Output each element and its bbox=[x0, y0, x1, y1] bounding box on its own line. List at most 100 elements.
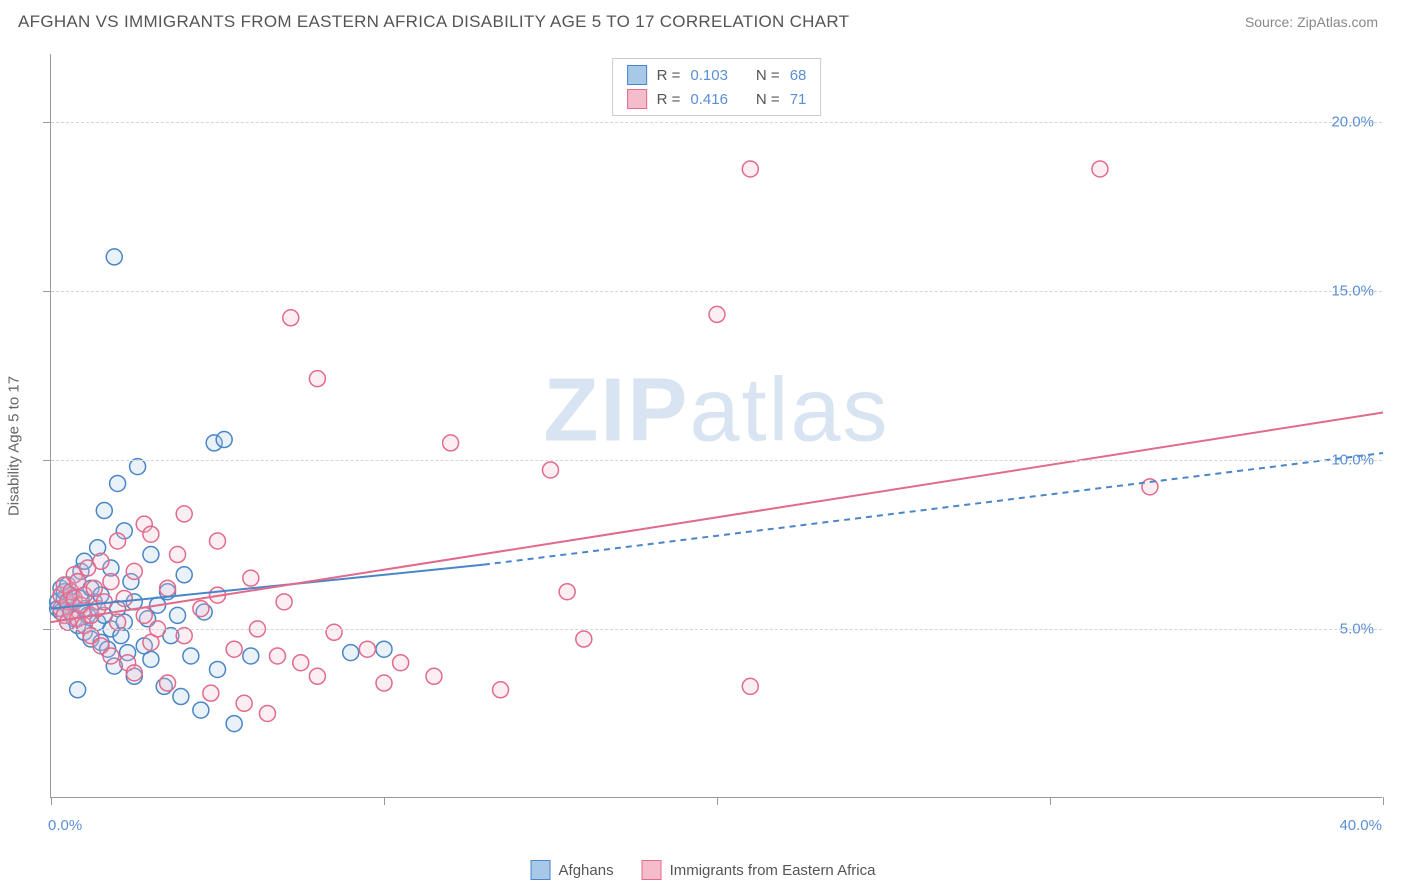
legend-item-afghans: Afghans bbox=[531, 860, 614, 880]
gridline bbox=[51, 629, 1382, 630]
legend-swatch-blue-2 bbox=[531, 860, 551, 880]
x-max-label: 40.0% bbox=[1339, 817, 1382, 834]
data-point bbox=[103, 648, 119, 664]
data-point bbox=[243, 570, 259, 586]
data-point bbox=[543, 462, 559, 478]
data-point bbox=[106, 249, 122, 265]
y-tick-label: 5.0% bbox=[1340, 620, 1374, 637]
data-point bbox=[576, 631, 592, 647]
n-label-2: N = bbox=[756, 91, 780, 108]
data-point bbox=[203, 685, 219, 701]
data-point bbox=[193, 702, 209, 718]
x-tick bbox=[384, 797, 385, 805]
data-point bbox=[110, 475, 126, 491]
data-point bbox=[309, 371, 325, 387]
n-label-1: N = bbox=[756, 67, 780, 84]
data-point bbox=[216, 432, 232, 448]
x-tick bbox=[1383, 797, 1384, 805]
data-point bbox=[126, 665, 142, 681]
y-tick-label: 10.0% bbox=[1331, 451, 1374, 468]
data-point bbox=[176, 567, 192, 583]
legend-stats-row-1: R = 0.103 N = 68 bbox=[627, 63, 807, 87]
x-tick bbox=[1050, 797, 1051, 805]
r-label-1: R = bbox=[657, 67, 681, 84]
data-point bbox=[116, 590, 132, 606]
data-point bbox=[126, 563, 142, 579]
data-point bbox=[176, 506, 192, 522]
data-point bbox=[426, 668, 442, 684]
legend-stats-row-2: R = 0.416 N = 71 bbox=[627, 87, 807, 111]
data-point bbox=[193, 601, 209, 617]
data-point bbox=[259, 705, 275, 721]
data-point bbox=[376, 675, 392, 691]
data-point bbox=[143, 547, 159, 563]
legend-label-eastern-africa: Immigrants from Eastern Africa bbox=[670, 862, 876, 879]
y-tick-label: 20.0% bbox=[1331, 113, 1374, 130]
r-label-2: R = bbox=[657, 91, 681, 108]
data-point bbox=[243, 648, 259, 664]
data-point bbox=[276, 594, 292, 610]
data-point bbox=[709, 306, 725, 322]
data-point bbox=[343, 645, 359, 661]
data-point bbox=[110, 614, 126, 630]
n-value-1: 68 bbox=[790, 67, 807, 84]
data-point bbox=[93, 553, 109, 569]
data-point bbox=[393, 655, 409, 671]
data-point bbox=[236, 695, 252, 711]
data-point bbox=[1092, 161, 1108, 177]
y-tick bbox=[43, 629, 51, 630]
data-point bbox=[110, 533, 126, 549]
n-value-2: 71 bbox=[790, 91, 807, 108]
data-point bbox=[326, 624, 342, 640]
data-point bbox=[493, 682, 509, 698]
legend-swatch-pink bbox=[627, 89, 647, 109]
legend-stats: R = 0.103 N = 68 R = 0.416 N = 71 bbox=[612, 58, 822, 116]
data-point bbox=[293, 655, 309, 671]
data-point bbox=[176, 628, 192, 644]
chart-header: AFGHAN VS IMMIGRANTS FROM EASTERN AFRICA… bbox=[0, 0, 1406, 40]
data-point bbox=[170, 607, 186, 623]
data-point bbox=[269, 648, 285, 664]
data-point bbox=[96, 503, 112, 519]
data-point bbox=[742, 678, 758, 694]
data-point bbox=[359, 641, 375, 657]
data-point bbox=[210, 661, 226, 677]
gridline bbox=[51, 291, 1382, 292]
x-tick bbox=[717, 797, 718, 805]
data-point bbox=[170, 547, 186, 563]
plot-area: ZIPatlas R = 0.103 N = 68 R = 0.416 N = … bbox=[50, 54, 1382, 798]
x-tick bbox=[51, 797, 52, 805]
legend-swatch-blue bbox=[627, 65, 647, 85]
scatter-svg bbox=[51, 54, 1382, 797]
y-tick-label: 15.0% bbox=[1331, 282, 1374, 299]
data-point bbox=[160, 580, 176, 596]
data-point bbox=[160, 675, 176, 691]
data-point bbox=[742, 161, 758, 177]
data-point bbox=[143, 526, 159, 542]
data-point bbox=[103, 574, 119, 590]
gridline bbox=[51, 460, 1382, 461]
data-point bbox=[226, 641, 242, 657]
legend-item-eastern-africa: Immigrants from Eastern Africa bbox=[642, 860, 876, 880]
data-point bbox=[210, 533, 226, 549]
data-point bbox=[70, 682, 86, 698]
y-axis-title: Disability Age 5 to 17 bbox=[6, 376, 23, 516]
data-point bbox=[376, 641, 392, 657]
data-point bbox=[226, 716, 242, 732]
trend-line-extrapolated bbox=[484, 453, 1383, 565]
legend-label-afghans: Afghans bbox=[559, 862, 614, 879]
legend-series: Afghans Immigrants from Eastern Africa bbox=[531, 860, 876, 880]
data-point bbox=[86, 580, 102, 596]
data-point bbox=[283, 310, 299, 326]
data-point bbox=[136, 607, 152, 623]
data-point bbox=[183, 648, 199, 664]
legend-swatch-pink-2 bbox=[642, 860, 662, 880]
y-tick bbox=[43, 291, 51, 292]
chart-source: Source: ZipAtlas.com bbox=[1245, 14, 1378, 30]
y-tick bbox=[43, 460, 51, 461]
data-point bbox=[559, 584, 575, 600]
y-tick bbox=[43, 122, 51, 123]
r-value-2: 0.416 bbox=[690, 91, 728, 108]
x-min-label: 0.0% bbox=[48, 817, 82, 834]
data-point bbox=[143, 651, 159, 667]
